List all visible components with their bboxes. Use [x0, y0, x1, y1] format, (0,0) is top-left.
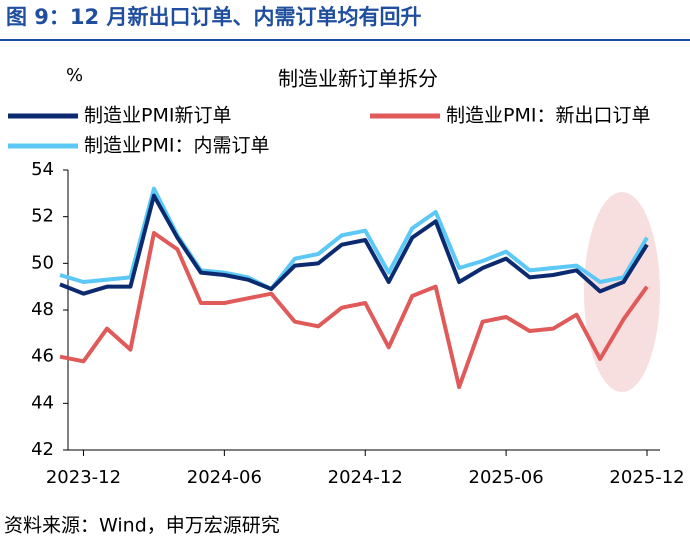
line [59, 193, 649, 296]
y-tick-label: 50 [31, 252, 54, 273]
legend-label: 制造业PMI新订单 [84, 105, 231, 127]
y-tick-label: 52 [31, 206, 54, 227]
line [59, 186, 649, 291]
y-axis-label: % [66, 65, 83, 86]
legend-label: 制造业PMI：新出口订单 [446, 105, 650, 127]
highlight [584, 192, 660, 392]
source: 资料来源：Wind，申万宏源研究 [4, 515, 280, 537]
x-tick-label: 2024-06 [187, 467, 262, 488]
x-tick-label: 2025-12 [609, 467, 684, 488]
y-tick-label: 54 [31, 159, 54, 180]
line [59, 231, 649, 389]
legend-label: 制造业PMI：内需订单 [84, 135, 269, 157]
figure-title: 图 9：12 月新出口订单、内需订单均有回升 [6, 5, 421, 29]
y-tick-label: 48 [31, 299, 54, 320]
x-tick-label: 2024-12 [328, 467, 403, 488]
chart-title: 制造业新订单拆分 [278, 67, 438, 91]
y-tick-label: 44 [31, 392, 54, 413]
y-tick-label: 46 [31, 346, 54, 367]
x-tick-label: 2023-12 [46, 467, 121, 488]
y-tick-label: 42 [31, 439, 54, 460]
x-tick-label: 2025-06 [469, 467, 544, 488]
